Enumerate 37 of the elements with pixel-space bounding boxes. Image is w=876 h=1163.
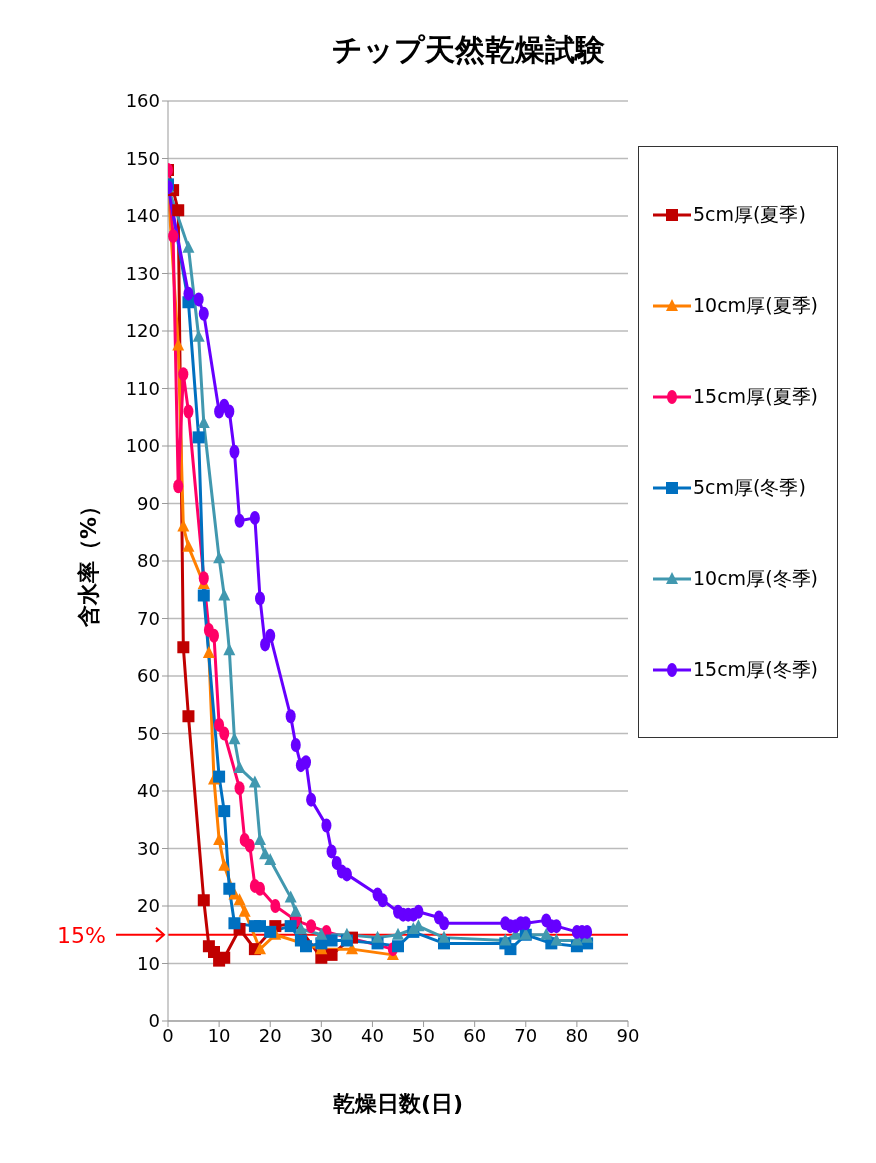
- x-tick-label: 50: [412, 1024, 436, 1046]
- y-tick-label: 100: [125, 435, 160, 457]
- x-tick-label: 40: [360, 1024, 384, 1046]
- y-tick-label: 20: [137, 895, 160, 917]
- y-tick-label: 70: [137, 607, 160, 629]
- x-tick-label: 0: [162, 1024, 174, 1046]
- y-tick-label: 120: [125, 320, 160, 342]
- legend-label: 5cm厚(夏季): [693, 201, 806, 227]
- x-tick-label: 60: [463, 1024, 487, 1046]
- chart-title: チップ天然乾燥試験: [330, 31, 606, 69]
- y-tick-label: 30: [137, 837, 160, 859]
- legend-label: 10cm厚(冬季): [693, 565, 818, 591]
- y-tick-label: 50: [137, 722, 160, 744]
- x-tick-label: 90: [616, 1024, 640, 1046]
- y-tick-label: 60: [137, 665, 160, 687]
- y-tick-label: 80: [137, 550, 160, 572]
- x-tick-label: 30: [309, 1024, 333, 1046]
- y-tick-label: 140: [125, 205, 160, 227]
- y-tick-label: 90: [137, 492, 160, 514]
- x-tick-label: 80: [565, 1024, 589, 1046]
- x-axis-title: 乾燥日数(日): [332, 1091, 464, 1116]
- y-tick-label: 150: [125, 147, 160, 169]
- y-tick-label: 10: [137, 952, 160, 974]
- x-tick-label: 10: [207, 1024, 231, 1046]
- y-tick-label: 110: [125, 377, 160, 399]
- ref-line-label: 15%: [57, 922, 106, 948]
- y-tick-label: 0: [148, 1010, 160, 1032]
- x-tick-label: 70: [514, 1024, 538, 1046]
- x-tick-label: 20: [258, 1024, 282, 1046]
- y-tick-label: 40: [137, 780, 160, 802]
- legend-label: 5cm厚(冬季): [693, 474, 806, 500]
- y-tick-label: 130: [125, 262, 160, 284]
- y-axis-title: 含水率（%）: [75, 494, 101, 629]
- legend-label: 10cm厚(夏季): [693, 292, 818, 318]
- y-tick-label: 160: [125, 90, 160, 112]
- legend-label: 15cm厚(夏季): [693, 383, 818, 409]
- legend-label: 15cm厚(冬季): [693, 656, 818, 682]
